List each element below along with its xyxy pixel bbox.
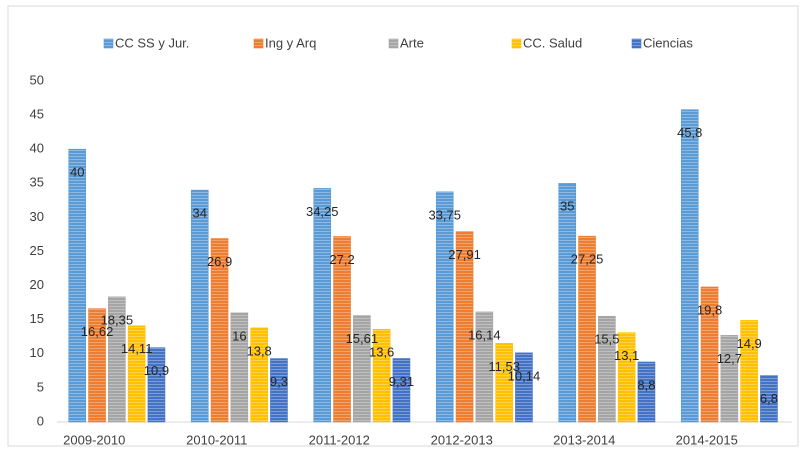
x-tick-label: 2009-2010 [63, 432, 125, 447]
bar [617, 332, 636, 423]
bar [313, 188, 332, 423]
data-label: 10,14 [508, 368, 541, 383]
data-label: 6,8 [760, 391, 778, 406]
data-label: 16,62 [81, 324, 114, 339]
data-label: 14,9 [736, 336, 761, 351]
bar [455, 231, 474, 423]
data-label: 13,6 [369, 345, 394, 360]
y-tick-label: 10 [30, 345, 44, 360]
bar [250, 327, 268, 423]
data-label: 45,8 [677, 125, 702, 140]
data-label: 8,8 [637, 377, 655, 392]
data-label: 27,2 [329, 252, 354, 267]
bar [680, 109, 699, 423]
chart-frame [7, 5, 799, 447]
bar [210, 238, 229, 423]
bar [740, 320, 758, 423]
bar [270, 358, 288, 423]
bar [720, 335, 739, 423]
y-tick-label: 35 [30, 175, 44, 190]
legend-label: Ciencias [643, 35, 693, 50]
legend-swatch [511, 38, 522, 49]
data-label: 40 [70, 165, 84, 180]
data-label: 34 [193, 206, 207, 221]
legend-swatch [103, 38, 114, 49]
data-label: 10,9 [144, 363, 169, 378]
bar [700, 286, 719, 423]
data-label: 27,91 [448, 247, 481, 262]
data-label: 13,1 [614, 348, 639, 363]
bar [392, 358, 411, 423]
bar [637, 361, 656, 423]
y-tick-label: 25 [30, 243, 44, 258]
x-tick-label: 2011-2012 [309, 432, 370, 447]
legend-label: Ing y Arq [265, 35, 316, 50]
y-tick-label: 45 [30, 107, 44, 122]
bar [333, 236, 351, 423]
bar [558, 183, 577, 423]
data-label: 19,8 [697, 302, 722, 317]
data-label: 16,14 [468, 327, 501, 342]
y-tick-label: 0 [37, 413, 44, 428]
data-label: 12,7 [717, 351, 742, 366]
y-tick-label: 20 [30, 277, 44, 292]
legend-swatch [253, 38, 264, 49]
data-label: 11,53 [488, 359, 520, 374]
data-label: 27,25 [571, 252, 604, 267]
x-tick-label: 2014-2015 [676, 432, 738, 447]
bar [578, 235, 596, 423]
data-label: 18,35 [101, 312, 134, 327]
data-label: 35 [560, 199, 574, 214]
legend-label: Arte [400, 35, 424, 50]
bar [372, 328, 391, 423]
data-label: 14,11 [121, 341, 153, 356]
bar [88, 308, 106, 423]
bar [353, 315, 371, 423]
data-label: 13,8 [246, 343, 271, 358]
bar [147, 347, 166, 423]
legend-label: CC. Salud [523, 35, 582, 50]
bar [68, 148, 87, 423]
x-tick-label: 2013-2014 [553, 432, 615, 447]
data-label: 26,9 [207, 254, 232, 269]
legend-label: CC SS y Jur. [115, 35, 189, 50]
data-label: 9,31 [389, 374, 414, 389]
y-tick-label: 30 [30, 209, 44, 224]
y-tick-label: 50 [30, 72, 44, 87]
data-label: 16 [232, 328, 246, 343]
data-label: 33,75 [428, 207, 461, 222]
bar [475, 311, 494, 423]
legend-swatch [388, 38, 399, 49]
data-label: 34,25 [306, 204, 339, 219]
data-label: 9,3 [270, 374, 288, 389]
y-tick-label: 5 [37, 379, 44, 394]
x-tick-label: 2010-2011 [186, 432, 247, 447]
bar [760, 375, 778, 423]
x-tick-label: 2012-2013 [431, 432, 493, 447]
data-label: 15,61 [346, 331, 379, 346]
bar [435, 191, 454, 423]
bar [190, 189, 209, 423]
data-label: 15,5 [594, 332, 619, 347]
bar [127, 325, 146, 423]
y-tick-label: 15 [30, 311, 44, 326]
bar [495, 343, 513, 423]
bar [515, 352, 533, 423]
legend-swatch [631, 38, 642, 49]
y-tick-label: 40 [30, 141, 44, 156]
bar [108, 296, 126, 423]
bar [230, 312, 249, 423]
bar [598, 315, 616, 423]
